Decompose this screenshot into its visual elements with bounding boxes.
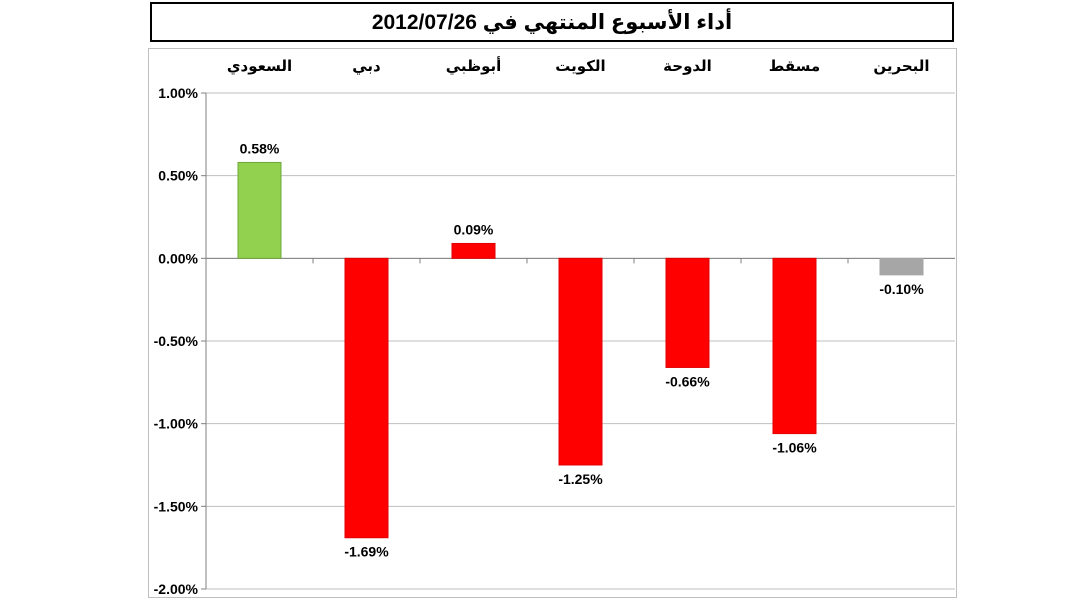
data-label: -1.69%: [344, 544, 389, 560]
y-tick-label: -1.00%: [154, 416, 199, 432]
data-label: 0.09%: [454, 221, 494, 237]
bar: [451, 242, 496, 259]
category-label: البحرين: [873, 58, 929, 75]
bar: [558, 257, 603, 466]
data-label: -1.25%: [558, 471, 603, 487]
y-tick-label: -1.50%: [154, 498, 199, 514]
data-label: 0.58%: [240, 140, 280, 156]
category-label: أبوظبي: [446, 56, 502, 75]
labels: 1.00% 0.50% 0.00% -0.50% -1.00% -1.50% -2.00% ا…: [154, 56, 930, 597]
y-tick-label: -0.50%: [154, 333, 199, 349]
category-label: السعودي: [227, 58, 292, 76]
category-label: الكويت: [555, 58, 605, 75]
bar: [879, 257, 924, 276]
y-tick-label: -2.00%: [154, 581, 199, 597]
bars: [237, 161, 924, 539]
y-tick-label: 1.00%: [158, 85, 198, 101]
bar: [772, 257, 817, 435]
data-label: -0.10%: [879, 281, 924, 297]
chart-title: أداء الأسبوع المنتهي في 2012/07/26: [150, 2, 954, 42]
y-tick-label: 0.00%: [158, 250, 198, 266]
y-tick-label: 0.50%: [158, 168, 198, 184]
category-label: الدوحة: [663, 58, 712, 75]
category-label: مسقط: [769, 58, 820, 75]
bar: [665, 257, 710, 368]
data-label: -0.66%: [665, 373, 710, 389]
data-label: -1.06%: [772, 440, 817, 456]
bar: [237, 161, 282, 259]
category-label: دبي: [352, 58, 381, 75]
bar: [344, 257, 389, 539]
